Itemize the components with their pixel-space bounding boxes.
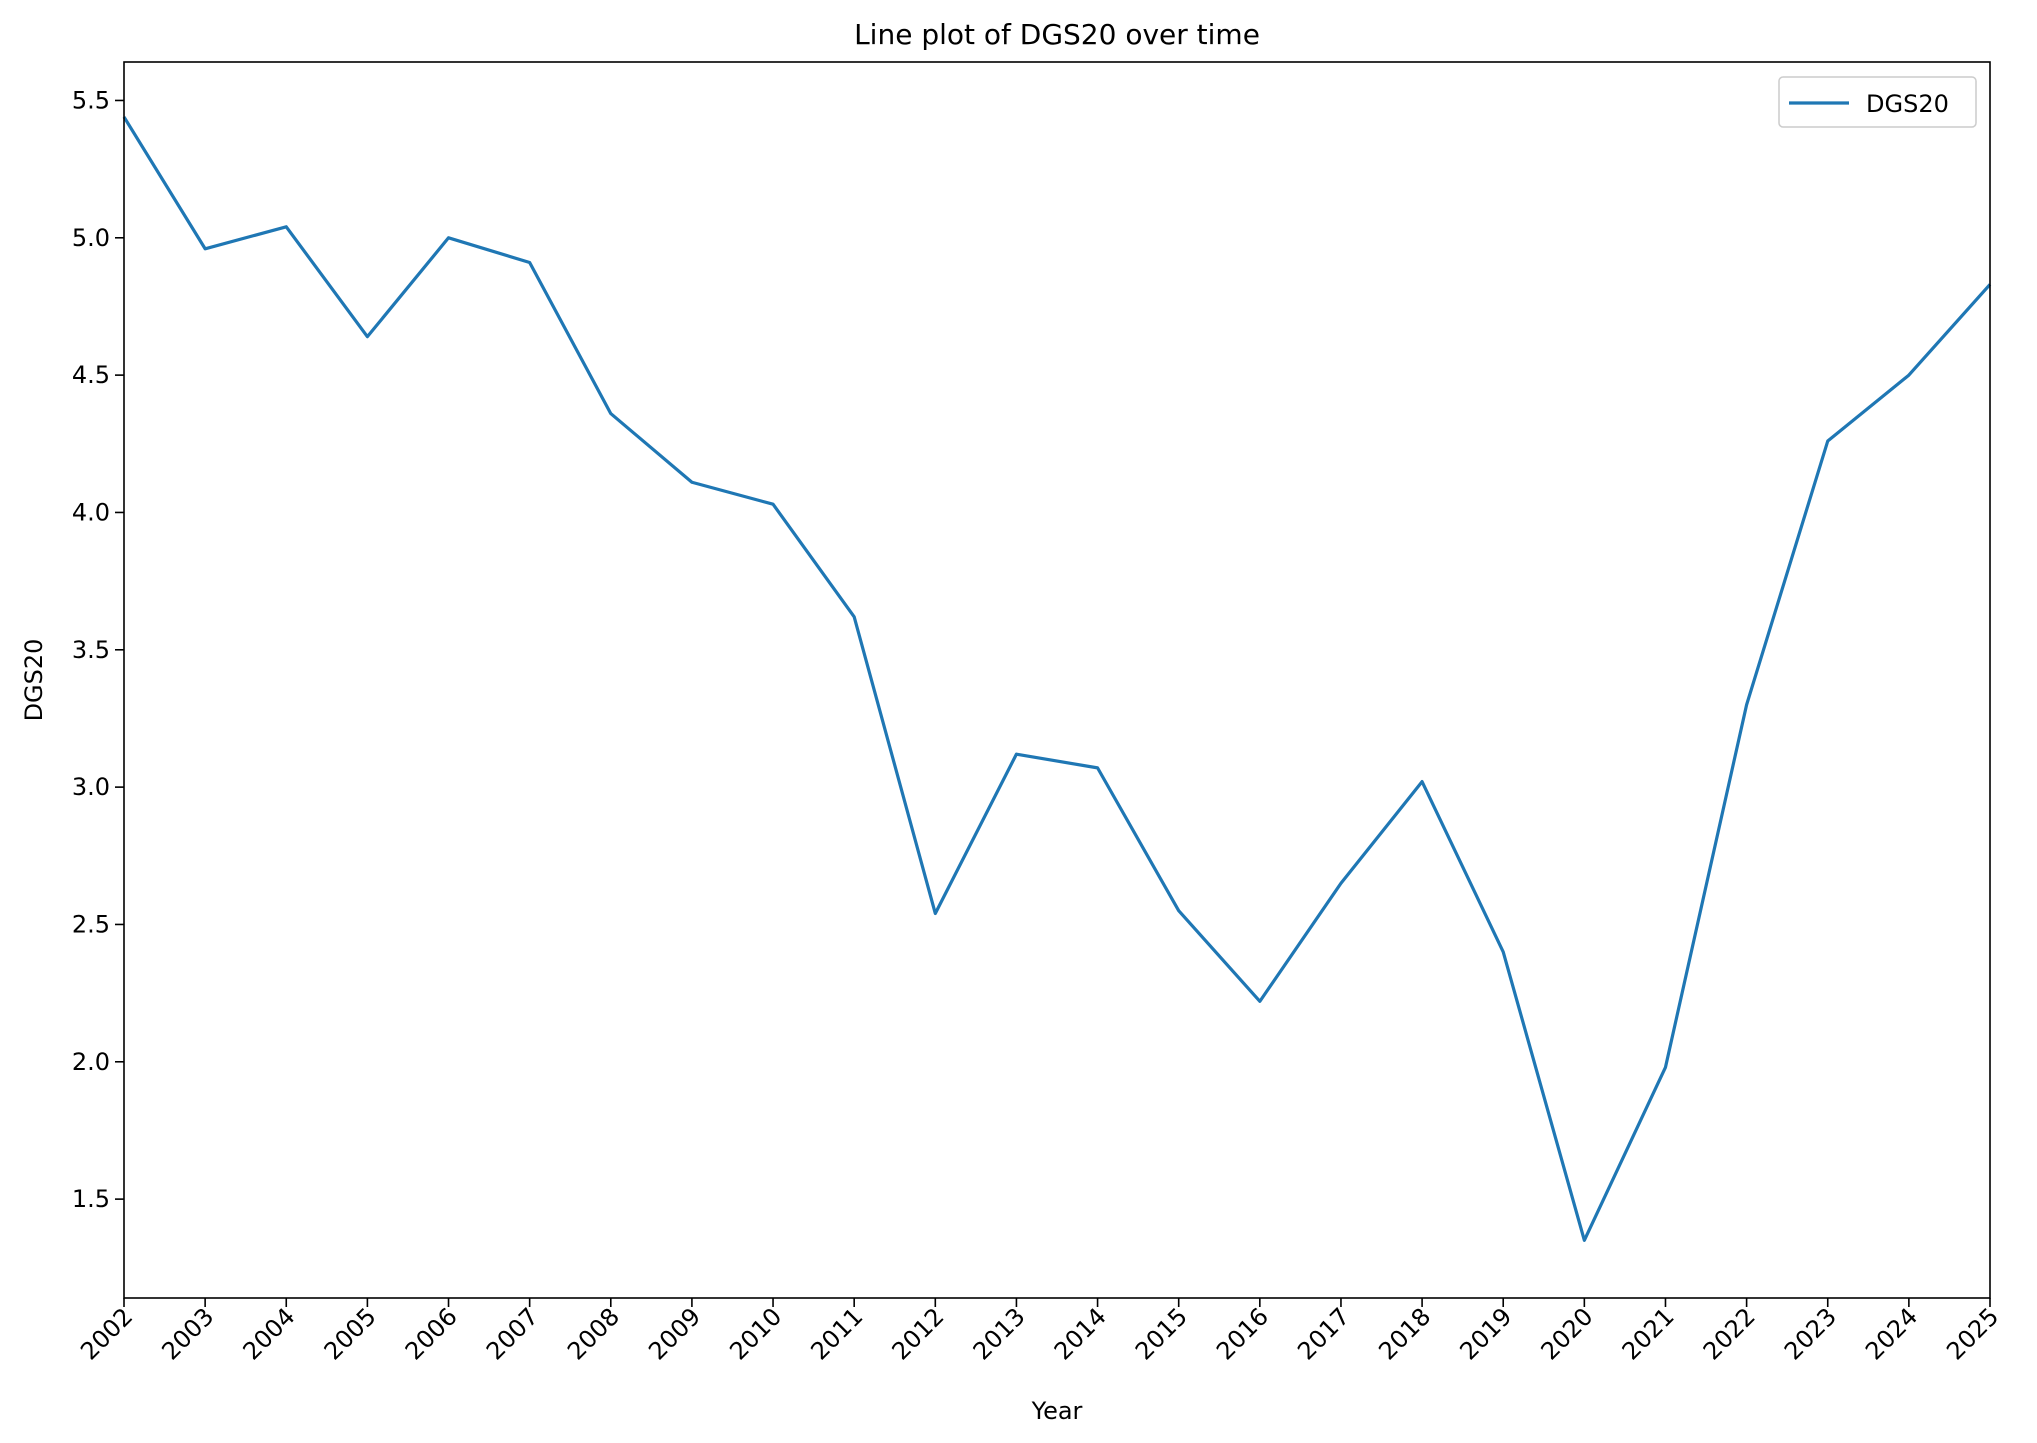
y-tick-label: 4.5 bbox=[72, 361, 110, 389]
plot-frame bbox=[123, 61, 1991, 1299]
series-line-dgs20 bbox=[122, 116, 1992, 1242]
series-layer bbox=[122, 116, 1992, 1242]
y-axis-label: DGS20 bbox=[20, 639, 48, 722]
chart-title: Line plot of DGS20 over time bbox=[854, 18, 1260, 51]
legend: DGS20 bbox=[1778, 76, 1977, 128]
y-tick-label: 3.0 bbox=[72, 773, 110, 801]
legend-entry-label: DGS20 bbox=[1866, 90, 1949, 118]
y-axis-ticks: 1.5 2.0 2.5 3.0 3.5 4.0 4.5 5.0 5.5 bbox=[72, 86, 124, 1213]
y-tick-label: 3.5 bbox=[72, 636, 110, 664]
legend-box bbox=[1778, 76, 1977, 128]
y-tick-label: 2.5 bbox=[72, 910, 110, 938]
y-tick-label: 5.5 bbox=[72, 86, 110, 114]
x-axis-label: Year bbox=[1031, 1397, 1083, 1425]
y-tick-label: 2.0 bbox=[72, 1048, 110, 1076]
y-tick-label: 4.0 bbox=[72, 498, 110, 526]
y-tick-label: 5.0 bbox=[72, 224, 110, 252]
y-tick-label: 1.5 bbox=[72, 1185, 110, 1213]
